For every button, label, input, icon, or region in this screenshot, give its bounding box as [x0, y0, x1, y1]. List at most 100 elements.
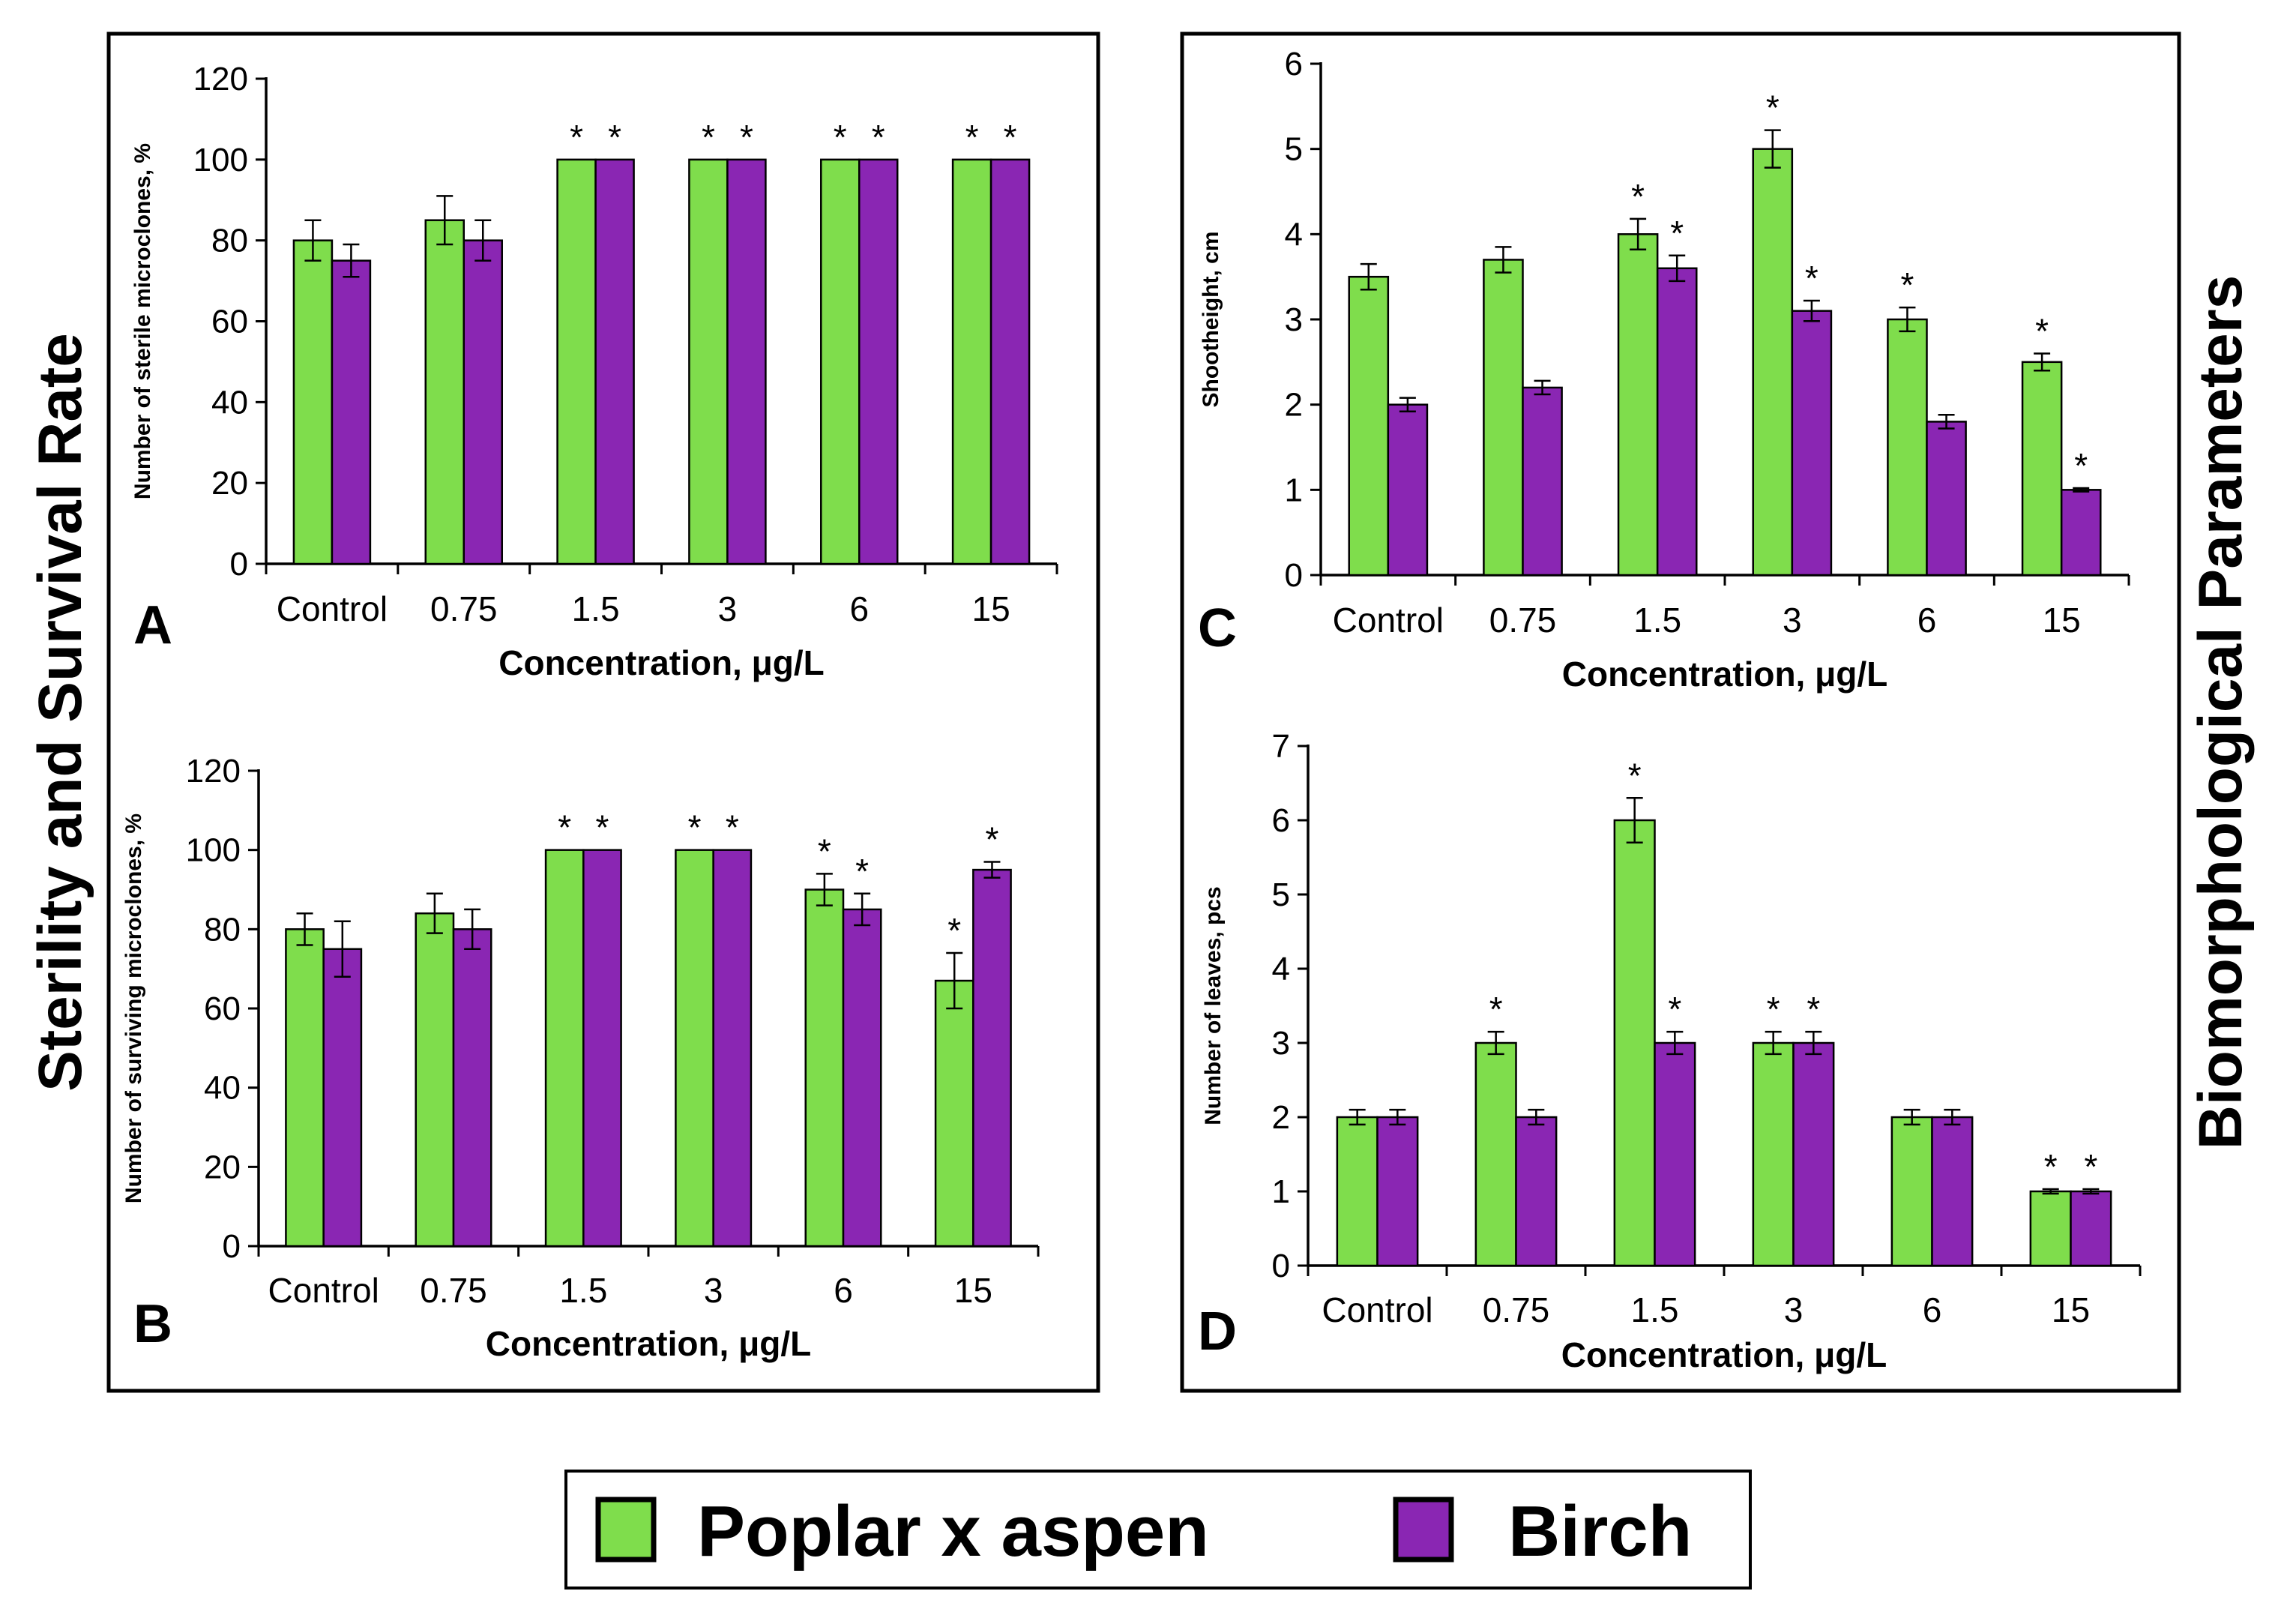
chart-c-y-tick-label: 6 [1285, 46, 1303, 82]
chart-d-bar-birch [1515, 1116, 1558, 1267]
chart-c-significance-star: * [1631, 177, 1645, 216]
chart-d-significance-star: * [1807, 990, 1820, 1029]
chart-a-significance-star: * [702, 118, 715, 157]
chart-c-error-bar [1360, 262, 1377, 291]
chart-d-x-tick-label: 6 [1923, 1290, 1942, 1329]
chart-b-error-bar [334, 920, 351, 978]
chart-c-bar-poplar [2021, 361, 2063, 577]
chart-d-bar-poplar [2029, 1190, 2072, 1267]
chart-b-panel-letter: B [133, 1294, 172, 1354]
chart-d-y-tick-label: 1 [1272, 1173, 1290, 1210]
chart-a-y-axis-label: Number of sterile microclones, % [130, 143, 155, 499]
chart-b-significance-star: * [855, 852, 869, 891]
chart-d-x-tick-label: 1.5 [1631, 1290, 1679, 1329]
chart-a-y-tick-label: 20 [211, 465, 248, 502]
chart-a-bar-poplar [688, 158, 729, 565]
chart-b-significance-star: * [558, 808, 571, 847]
left-panel-frame [106, 31, 1100, 1393]
chart-a-bar-birch [594, 158, 635, 565]
chart-d-y-tick-label: 7 [1272, 728, 1290, 765]
chart-a-bar-poplar [424, 219, 465, 565]
chart-b-bar-poplar [804, 888, 845, 1248]
chart-b-error-bar [464, 908, 481, 950]
chart-b-x-tick-label: 3 [704, 1271, 723, 1310]
legend-frame [564, 1470, 1752, 1590]
chart-d-error-bar [1528, 1108, 1545, 1126]
chart-b-error-bar [854, 892, 871, 927]
chart-a-significance-star: * [834, 118, 847, 157]
chart-a-significance-star: * [1004, 118, 1017, 157]
chart-c-y-tick-label: 1 [1285, 472, 1303, 508]
chart-d-bar-birch [1792, 1041, 1835, 1267]
chart-c-significance-star: * [2074, 446, 2088, 485]
chart-a-x-tick-label: 15 [971, 589, 1010, 628]
chart-c-bar-poplar [1617, 233, 1659, 577]
chart-d-significance-star: * [2084, 1147, 2097, 1186]
chart-c-x-tick-label: 15 [2043, 601, 2081, 640]
chart-d-y-tick-label: 2 [1272, 1099, 1290, 1136]
chart-a-bar-birch [331, 259, 372, 565]
chart-a-x-tick-label: 6 [849, 589, 869, 628]
chart-a-error-bar [304, 219, 322, 262]
chart-a-y-tick-label: 120 [193, 61, 248, 97]
chart-c-error-bar [1630, 217, 1647, 251]
chart-c-bar-birch [2060, 489, 2102, 577]
chart-d-bar-birch [1931, 1116, 1974, 1267]
chart-b-x-tick-label: Control [268, 1271, 379, 1310]
chart-d-error-bar [2082, 1188, 2100, 1195]
legend-swatch-birch [1393, 1497, 1454, 1563]
chart-c-error-bar [1764, 129, 1781, 169]
chart-b-bar-birch [842, 908, 882, 1248]
chart-d-significance-star: * [1489, 990, 1503, 1029]
chart-b-y-axis-label: Number of surviving microclones, % [121, 813, 146, 1203]
chart-b-significance-star: * [596, 808, 609, 847]
chart-d-significance-star: * [1628, 756, 1642, 795]
chart-a-significance-star: * [570, 118, 583, 157]
chart-d-significance-star: * [2044, 1147, 2058, 1186]
chart-a-y-tick-label: 60 [211, 304, 248, 340]
chart-c-y-tick-label: 4 [1285, 216, 1303, 253]
chart-c-x-axis-label: Concentration, μg/L [1562, 655, 1887, 694]
chart-d-error-bar [1805, 1030, 1822, 1056]
chart-a-sterile-microclones: 0 20 40 60 80 100 120 Control 0.75 1.5 3 6 15 * * * * * * *… [130, 61, 1058, 682]
chart-a-y-tick-label: 40 [211, 384, 248, 421]
chart-b-y-tick-label: 80 [204, 911, 241, 948]
chart-a-bar-poplar [556, 158, 597, 565]
chart-d-bar-poplar [1890, 1116, 1933, 1267]
chart-d-error-bar [1389, 1108, 1406, 1126]
chart-c-bar-poplar [1887, 318, 1928, 577]
chart-d-x-axis-label: Concentration, μg/L [1561, 1335, 1887, 1374]
chart-d-bar-poplar [1336, 1116, 1378, 1267]
chart-c-shoot-height: 0 1 2 3 4 5 6 Control 0.75 1.5 3 6 15 * * * * * * * Concentr… [1198, 46, 2130, 694]
chart-d-number-of-leaves: 0 1 2 3 4 5 6 7 Control 0.75 1.5 3 6 15 * * * * * * * Concent… [1198, 728, 2142, 1374]
chart-c-significance-star: * [1670, 214, 1684, 253]
chart-b-bar-birch [712, 849, 753, 1248]
chart-d-x-tick-label: 0.75 [1483, 1290, 1550, 1329]
chart-b-error-bar [816, 873, 833, 906]
chart-d-bar-poplar [1752, 1041, 1795, 1267]
chart-c-bar-poplar [1348, 275, 1390, 577]
chart-a-y-tick-label: 80 [211, 223, 248, 259]
chart-b-error-bar [296, 912, 313, 946]
chart-d-error-bar [1349, 1108, 1366, 1126]
chart-b-bar-birch [582, 849, 622, 1248]
chart-a-x-tick-label: Control [277, 589, 388, 628]
chart-d-significance-star: * [1767, 990, 1780, 1029]
chart-b-bar-birch [972, 868, 1012, 1248]
chart-c-error-bar [1534, 379, 1551, 396]
chart-a-x-axis-label: Concentration, μg/L [498, 643, 824, 682]
chart-b-error-bar [426, 892, 443, 934]
chart-c-y-tick-label: 0 [1285, 557, 1303, 594]
chart-b-bar-poplar [544, 849, 585, 1248]
chart-c-x-tick-label: 3 [1783, 601, 1802, 640]
chart-c-x-tick-label: 1.5 [1633, 601, 1681, 640]
chart-c-error-bar [1899, 306, 1916, 333]
chart-a-x-tick-label: 3 [718, 589, 738, 628]
chart-c-error-bar [2034, 352, 2051, 372]
chart-d-significance-star: * [1668, 990, 1681, 1029]
chart-d-bar-birch [1376, 1116, 1419, 1267]
chart-d-y-axis-label: Number of leaves, pcs [1201, 886, 1226, 1125]
chart-a-error-bar [436, 195, 454, 246]
right-panel-frame [1180, 31, 2181, 1393]
chart-a-bar-birch [858, 158, 899, 565]
